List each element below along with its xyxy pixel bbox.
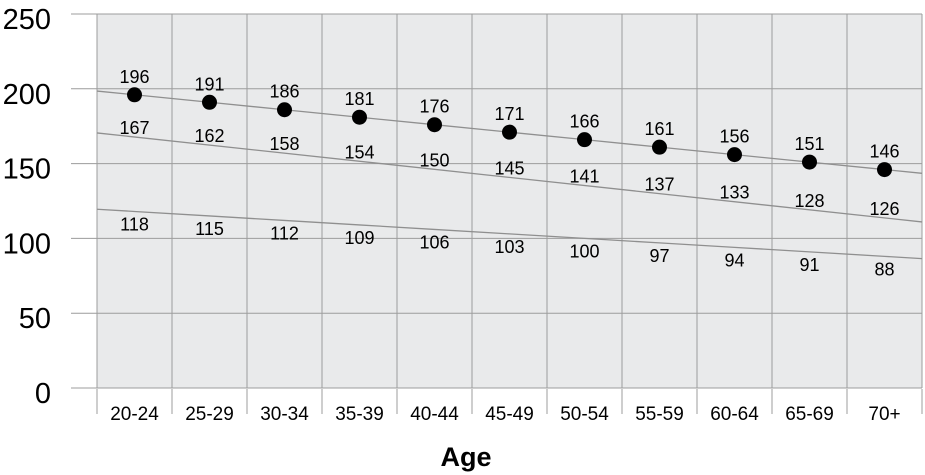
data-label: 161 bbox=[644, 119, 674, 139]
data-point-marker bbox=[727, 147, 742, 163]
data-point-marker bbox=[577, 132, 592, 148]
data-point-marker bbox=[352, 109, 367, 125]
data-label: 146 bbox=[869, 142, 899, 162]
data-label: 141 bbox=[569, 167, 599, 187]
bottom-line-series-line bbox=[96, 208, 923, 260]
data-label: 106 bbox=[419, 232, 449, 252]
x-tick-label: 45-49 bbox=[485, 404, 534, 425]
data-label: 154 bbox=[344, 142, 374, 162]
middle-line-series-line bbox=[96, 132, 923, 223]
data-point-marker bbox=[877, 162, 892, 178]
data-label: 186 bbox=[269, 82, 299, 102]
x-tick-label: 20-24 bbox=[110, 404, 159, 425]
data-label: 156 bbox=[719, 127, 749, 147]
data-point-marker bbox=[127, 87, 142, 103]
data-label: 196 bbox=[119, 67, 149, 87]
data-label: 167 bbox=[119, 118, 149, 138]
data-point-marker bbox=[202, 94, 217, 110]
data-point-marker bbox=[802, 154, 817, 170]
data-label: 133 bbox=[719, 183, 749, 203]
data-label: 162 bbox=[194, 126, 224, 146]
data-label: 97 bbox=[649, 246, 669, 266]
y-tick-label: 150 bbox=[3, 154, 51, 186]
data-label: 118 bbox=[120, 214, 149, 234]
data-label: 150 bbox=[419, 150, 449, 170]
data-label: 126 bbox=[869, 199, 899, 219]
x-tick-label: 70+ bbox=[868, 404, 900, 425]
plot-area bbox=[97, 14, 922, 388]
y-tick-label: 200 bbox=[3, 79, 51, 111]
x-tick-label: 40-44 bbox=[410, 404, 459, 425]
data-label: 137 bbox=[644, 175, 674, 195]
data-label: 145 bbox=[494, 158, 524, 178]
data-point-marker bbox=[502, 124, 517, 140]
x-tick-label: 35-39 bbox=[335, 404, 384, 425]
x-tick-label: 55-59 bbox=[635, 404, 684, 425]
y-tick-label: 100 bbox=[3, 228, 51, 260]
data-label: 181 bbox=[344, 89, 374, 109]
data-label: 128 bbox=[794, 191, 824, 211]
y-tick-label: 250 bbox=[3, 4, 51, 36]
data-label: 100 bbox=[569, 241, 599, 261]
x-tick-label: 60-64 bbox=[710, 404, 759, 425]
data-label: 91 bbox=[799, 255, 819, 275]
data-label: 176 bbox=[419, 97, 449, 117]
y-tick-label: 0 bbox=[35, 378, 51, 410]
y-tick-label: 50 bbox=[19, 303, 51, 335]
data-label: 191 bbox=[194, 74, 224, 94]
data-point-marker bbox=[277, 102, 292, 118]
data-label: 166 bbox=[569, 112, 599, 132]
x-tick-label: 25-29 bbox=[185, 404, 234, 425]
data-label: 88 bbox=[874, 259, 894, 279]
x-tick-label: 50-54 bbox=[560, 404, 609, 425]
data-label: 112 bbox=[270, 223, 299, 243]
x-tick-label: 65-69 bbox=[785, 404, 834, 425]
data-label: 158 bbox=[269, 134, 299, 154]
x-tick-label: 30-34 bbox=[260, 404, 309, 425]
data-point-marker bbox=[652, 139, 667, 155]
data-label: 103 bbox=[494, 237, 524, 257]
x-axis-title: Age bbox=[440, 442, 491, 472]
data-label: 151 bbox=[794, 134, 824, 154]
data-label: 171 bbox=[494, 104, 524, 124]
data-label: 115 bbox=[195, 219, 224, 239]
data-label: 109 bbox=[344, 228, 374, 248]
data-point-marker bbox=[427, 117, 442, 133]
data-label: 94 bbox=[724, 250, 744, 270]
